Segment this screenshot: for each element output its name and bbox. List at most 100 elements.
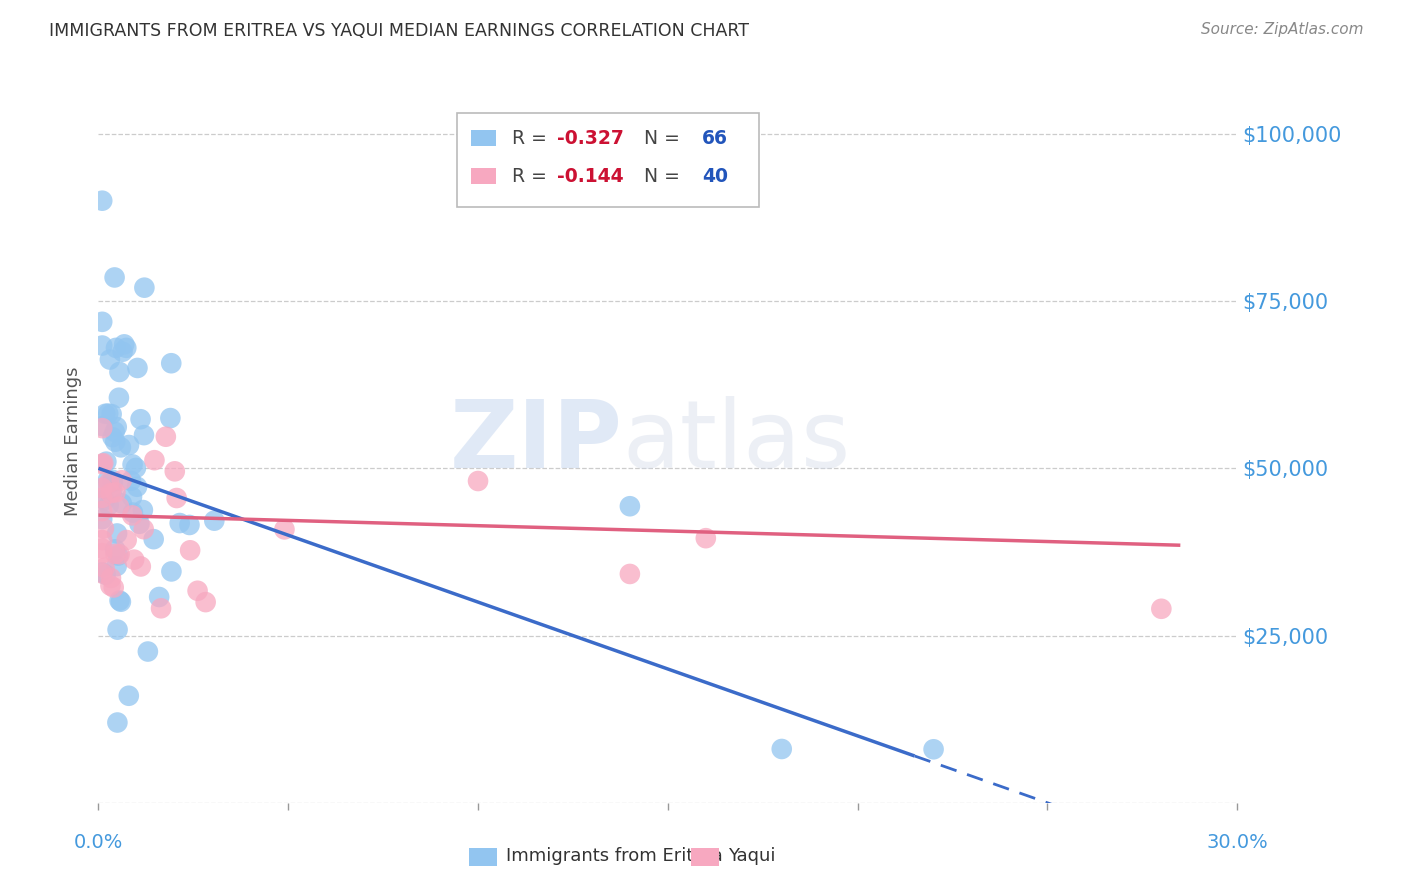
FancyBboxPatch shape [471,130,496,146]
Point [100,578,122,592]
Point [155,430,177,444]
Point [111,473,134,487]
Point [111,344,134,359]
Text: -0.144: -0.144 [557,167,624,186]
Point [108,593,131,607]
Text: 30.0%: 30.0% [1206,833,1268,853]
Text: R =: R = [512,167,553,186]
Text: -0.327: -0.327 [557,128,624,147]
Point [91,491,114,505]
Point [100,486,122,500]
Point [111,496,134,510]
Point [107,549,129,563]
Point [108,391,131,405]
Point [132,428,155,442]
Point [179,518,201,533]
Point [108,547,131,561]
Point [94,407,117,421]
Point [110,595,132,609]
Point [128,516,150,531]
Point [105,420,128,434]
Point [91,512,114,526]
Point [202,514,225,528]
Point [125,480,148,494]
Point [179,543,201,558]
Text: R =: R = [512,128,553,147]
Point [121,490,143,504]
Point [194,595,217,609]
Point [132,522,155,536]
Point [142,532,165,546]
Point [108,500,131,514]
Point [105,526,128,541]
Point [922,742,945,756]
Point [163,464,186,478]
Point [160,356,183,370]
Point [143,453,166,467]
Y-axis label: Median Earnings: Median Earnings [65,367,83,516]
Point [120,474,142,488]
Point [91,566,114,580]
Point [115,341,138,355]
Point [127,361,149,376]
Point [98,352,121,367]
Point [110,441,132,455]
Point [96,455,118,469]
Point [91,566,114,581]
Point [1150,602,1173,616]
Text: Yaqui: Yaqui [728,847,776,865]
Point [121,458,143,472]
Point [619,500,641,514]
Point [94,567,117,582]
Point [129,559,152,574]
Point [150,601,173,615]
Point [93,521,115,535]
Point [91,194,114,208]
FancyBboxPatch shape [468,847,498,865]
Point [101,473,124,487]
Point [125,461,148,475]
Point [104,425,127,439]
Point [100,571,122,585]
Text: N =: N = [626,128,686,147]
Point [169,516,191,530]
Point [104,434,127,449]
Point [148,590,170,604]
Point [115,533,138,547]
Text: Immigrants from Eritrea: Immigrants from Eritrea [506,847,723,865]
Point [136,644,159,658]
Point [104,485,127,500]
FancyBboxPatch shape [471,169,496,185]
Point [91,481,114,495]
Point [91,457,114,471]
Point [770,742,793,756]
Point [187,583,209,598]
Point [91,315,114,329]
Point [91,504,114,518]
Point [105,559,128,574]
Point [122,552,145,566]
Point [91,546,114,560]
Point [104,341,127,355]
Point [101,430,124,444]
Text: 66: 66 [702,128,728,147]
Point [93,561,115,575]
Text: 0.0%: 0.0% [73,833,124,853]
Text: IMMIGRANTS FROM ERITREA VS YAQUI MEDIAN EARNINGS CORRELATION CHART: IMMIGRANTS FROM ERITREA VS YAQUI MEDIAN … [49,22,749,40]
Point [695,531,717,545]
Point [159,411,181,425]
Point [101,483,124,498]
Point [118,689,141,703]
Point [129,412,152,426]
Point [101,475,124,489]
Text: N =: N = [626,167,686,186]
Point [100,407,122,421]
FancyBboxPatch shape [457,112,759,207]
Point [91,533,114,547]
Point [104,547,127,561]
Point [97,475,120,490]
Point [97,407,120,421]
Point [103,581,125,595]
Point [91,419,114,434]
Point [132,503,155,517]
